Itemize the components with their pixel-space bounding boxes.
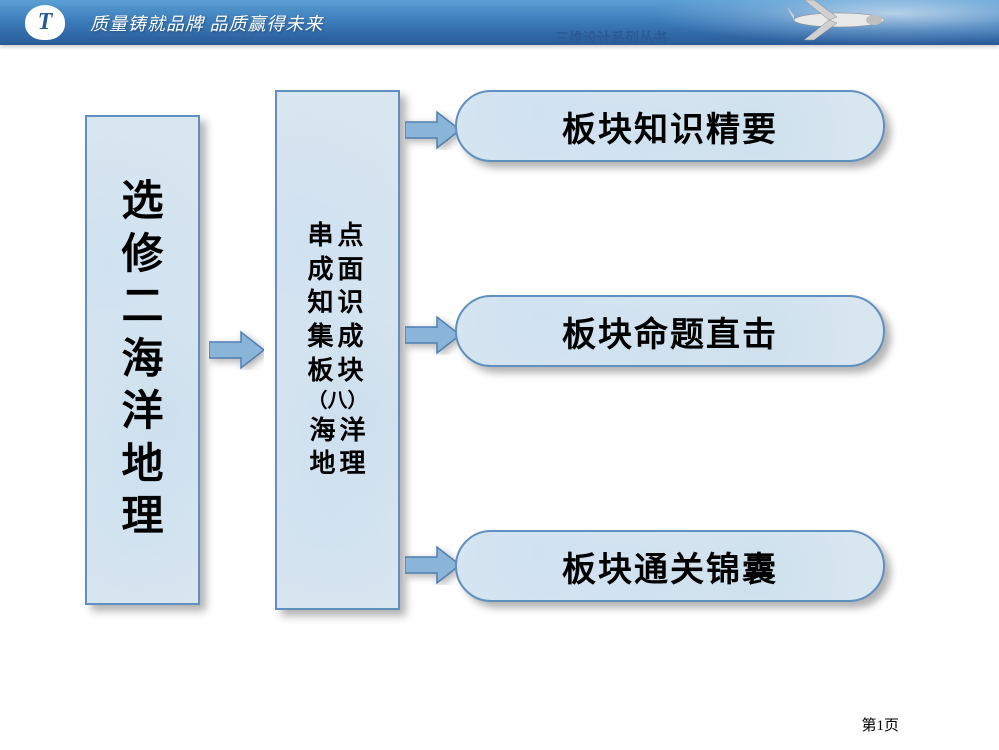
slogan-text: 质量铸就品牌 品质赢得未来 bbox=[90, 10, 324, 36]
right-box-2: 板块命题直击 bbox=[455, 295, 885, 367]
logo-letter: T bbox=[38, 9, 53, 36]
series-label: 三维设计系列丛书 bbox=[555, 28, 667, 48]
right-box-3-label: 板块通关锦囊 bbox=[562, 542, 778, 591]
left-box: 选 修 二 海 洋 地 理 bbox=[85, 115, 200, 605]
flowchart-diagram: 选 修 二 海 洋 地 理 串 成 知 集 板 点 面 bbox=[85, 85, 955, 655]
right-box-1: 板块知识精要 bbox=[455, 90, 885, 162]
arrow-to-right-1 bbox=[405, 110, 460, 150]
right-box-1-label: 板块知识精要 bbox=[562, 102, 778, 151]
arrow-to-right-3 bbox=[405, 545, 460, 585]
right-box-2-label: 板块命题直击 bbox=[562, 307, 778, 356]
arrow-left-to-middle bbox=[209, 330, 264, 370]
right-box-3: 板块通关锦囊 bbox=[455, 530, 885, 602]
logo: T bbox=[25, 5, 65, 40]
middle-box-text: 串 成 知 集 板 点 面 识 成 块 （八） 海 地 bbox=[308, 219, 368, 482]
left-box-text: 选 修 二 海 洋 地 理 bbox=[121, 176, 163, 544]
arrow-to-right-2 bbox=[405, 315, 460, 355]
page-number: 第1页 bbox=[861, 714, 899, 735]
header-bar: T 质量铸就品牌 品质赢得未来 bbox=[0, 0, 999, 45]
airplane-icon bbox=[779, 0, 899, 45]
middle-box: 串 成 知 集 板 点 面 识 成 块 （八） 海 地 bbox=[275, 90, 400, 610]
